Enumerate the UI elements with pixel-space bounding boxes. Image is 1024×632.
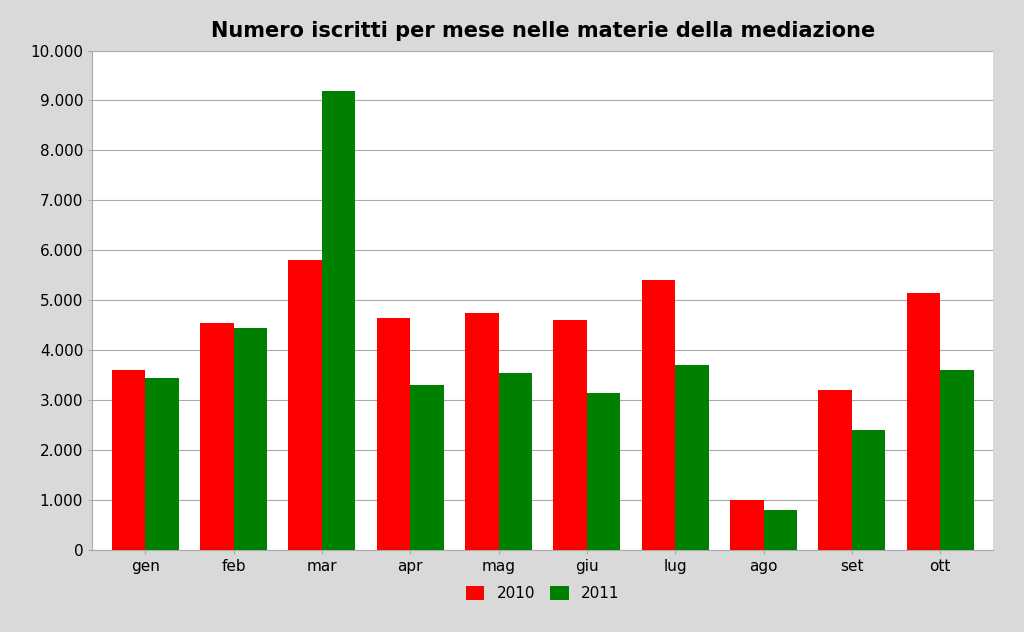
Bar bbox=[764, 510, 797, 550]
Bar bbox=[675, 365, 709, 550]
Bar bbox=[465, 313, 499, 550]
Bar bbox=[322, 90, 355, 550]
Bar bbox=[730, 500, 764, 550]
Bar bbox=[587, 392, 621, 550]
Bar bbox=[940, 370, 974, 550]
Bar bbox=[233, 327, 267, 550]
Bar bbox=[553, 320, 587, 550]
Bar bbox=[377, 318, 411, 550]
Bar bbox=[289, 260, 322, 550]
Bar bbox=[145, 377, 179, 550]
Bar bbox=[499, 373, 532, 550]
Legend: 2010, 2011: 2010, 2011 bbox=[460, 580, 626, 607]
Bar bbox=[818, 390, 852, 550]
Bar bbox=[411, 385, 443, 550]
Bar bbox=[642, 280, 675, 550]
Bar bbox=[852, 430, 886, 550]
Bar bbox=[906, 293, 940, 550]
Bar bbox=[200, 323, 233, 550]
Title: Numero iscritti per mese nelle materie della mediazione: Numero iscritti per mese nelle materie d… bbox=[211, 21, 874, 40]
Bar bbox=[112, 370, 145, 550]
